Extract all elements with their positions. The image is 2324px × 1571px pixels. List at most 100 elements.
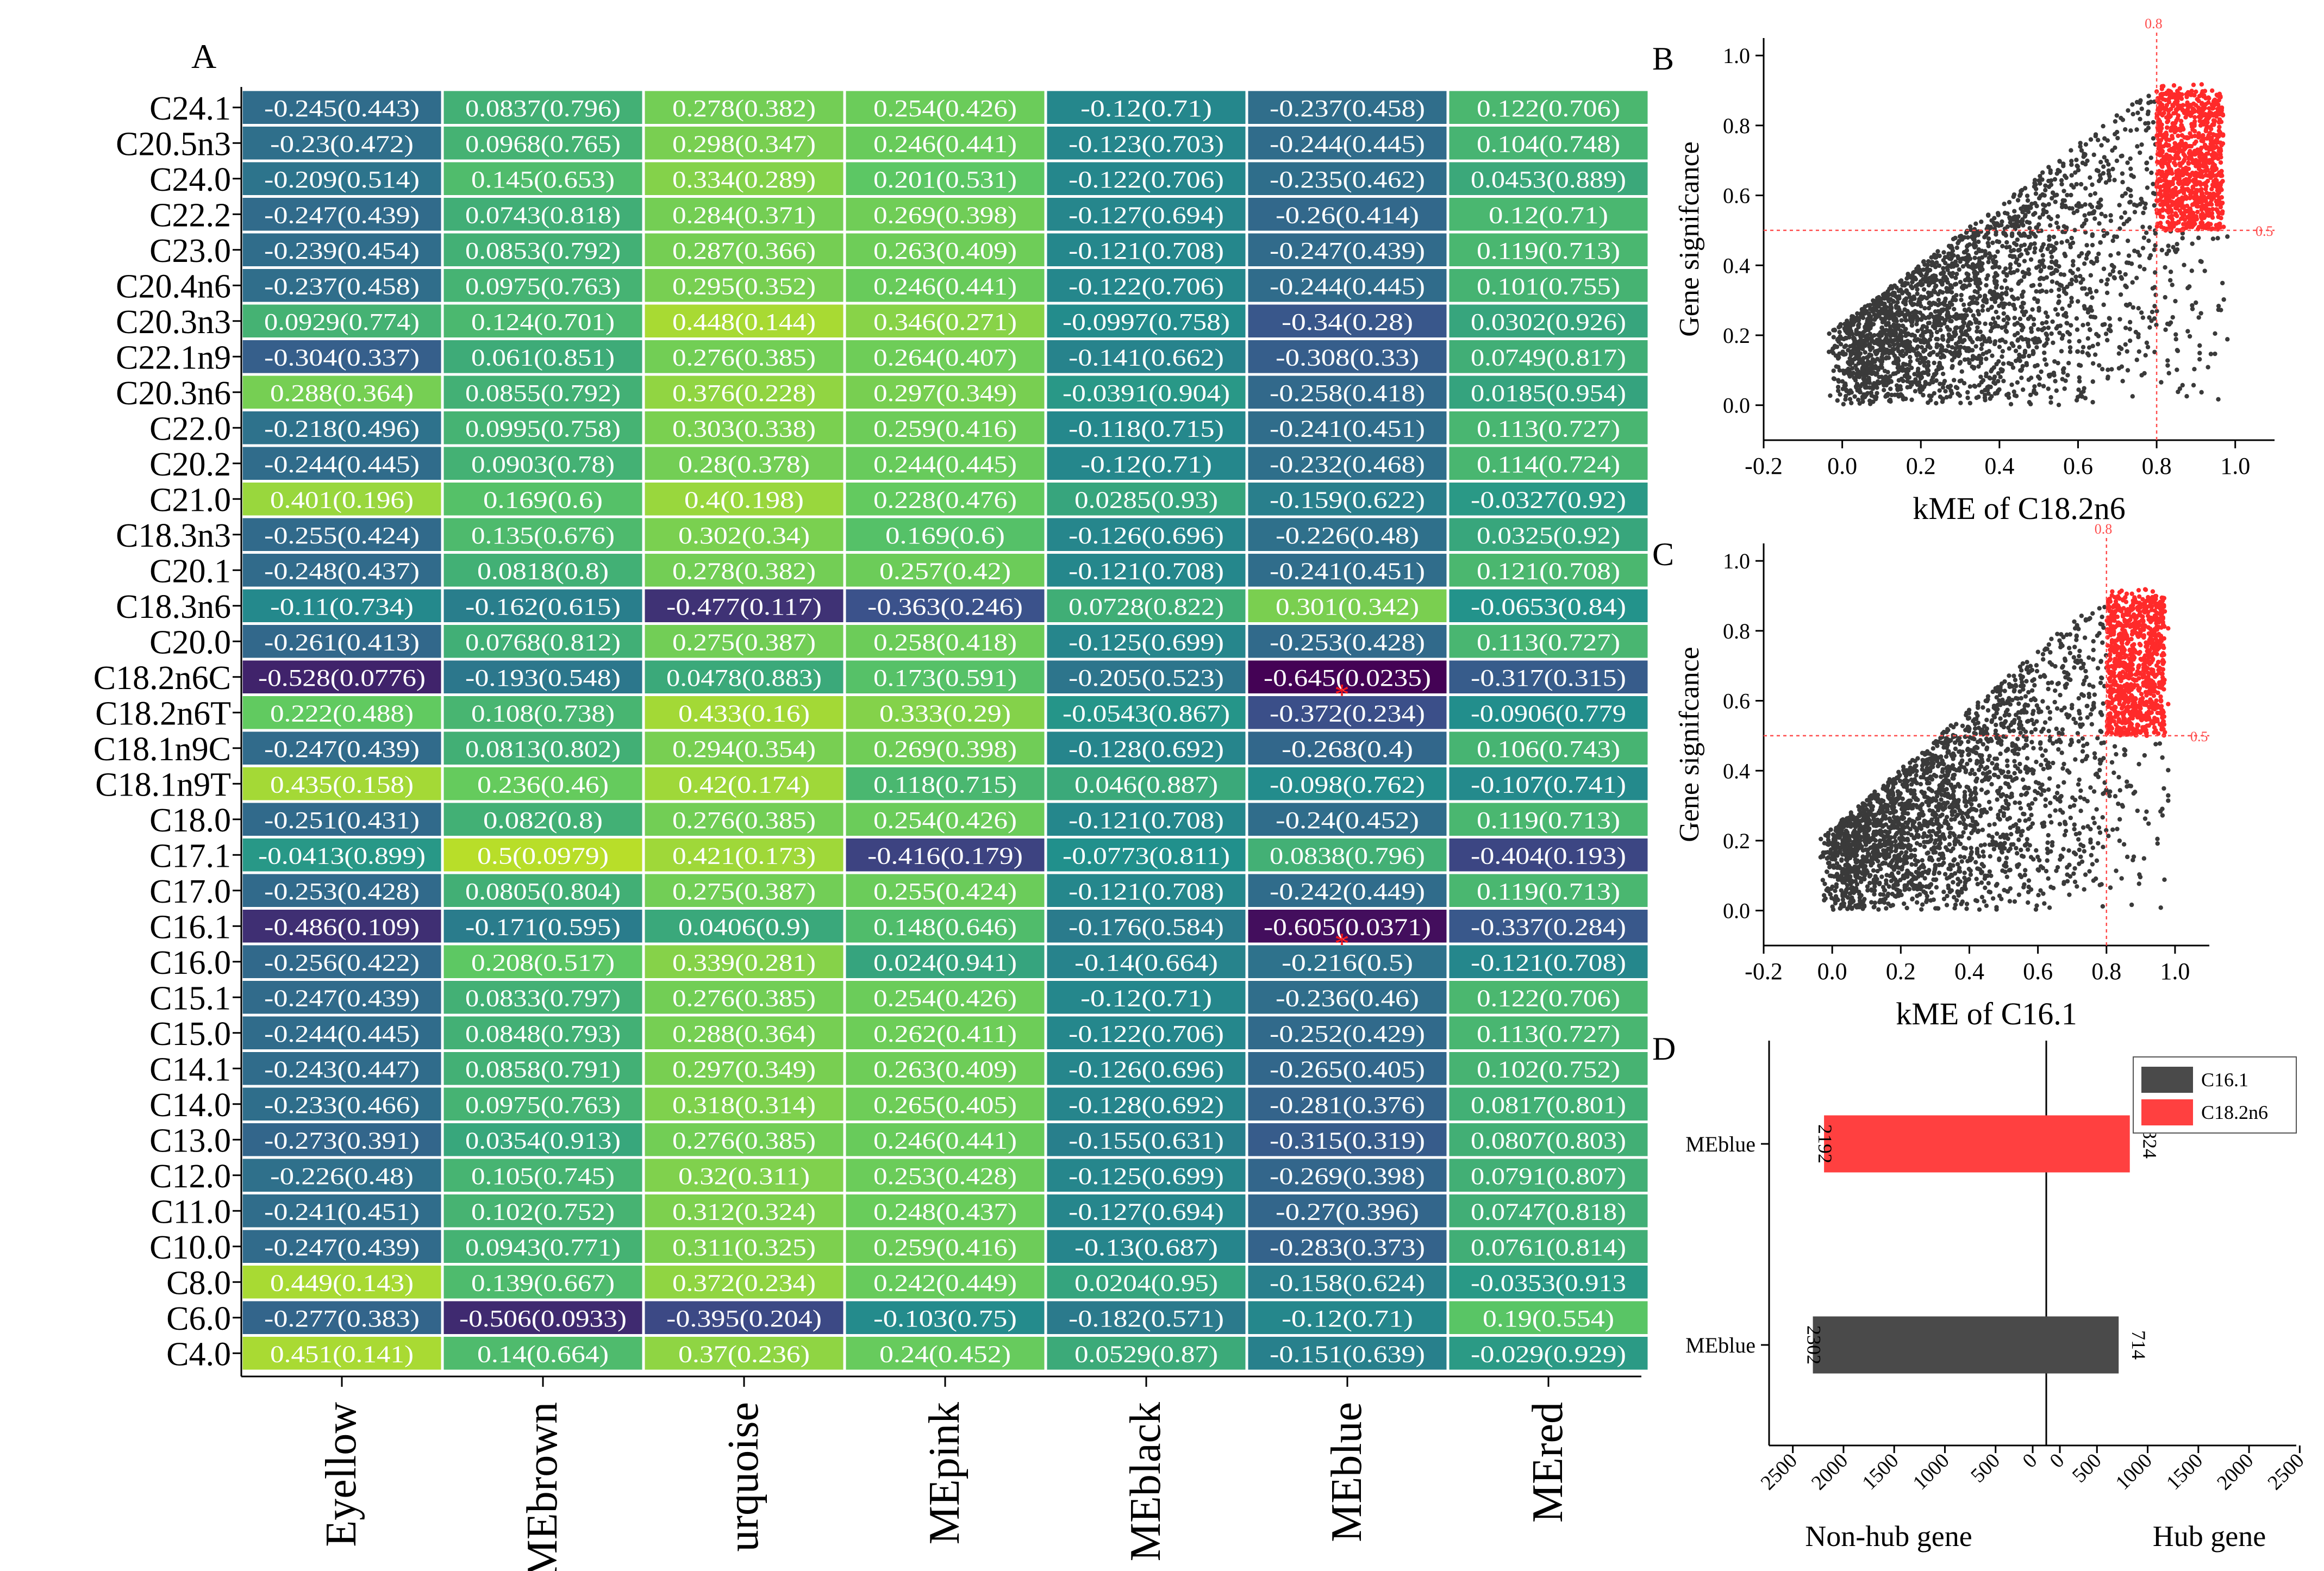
heatmap-cell-value: 0.297(0.349) [672,1056,816,1082]
hub-gene-point [2171,83,2177,88]
gene-point [1865,354,1871,360]
gene-point [1924,272,1929,277]
scatter-panel-b: B 0.80.5-0.2 0.0 0.2 0.4 0.6 0.8 1.00.00.20.40… [1652,16,2275,526]
heatmap-cell [1449,981,1648,1014]
heatmap-cell [846,447,1045,480]
heatmap-cell [1449,1123,1648,1156]
gene-point [1939,797,1944,802]
gene-point [1831,350,1836,355]
hub-gene-point [2197,180,2202,185]
gene-point [2166,243,2171,248]
heatmap-cell-value: 0.0761(0.814) [1471,1234,1626,1261]
gene-point [2152,270,2158,275]
gene-point [1835,337,1840,342]
heatmap-cell [1449,1301,1648,1334]
gene-point [1984,747,1989,752]
gene-point [1951,236,1956,242]
heatmap-cell [846,198,1045,231]
gene-point [1945,876,1950,881]
gene-point [2053,808,2058,813]
gene-point [1894,383,1900,388]
gene-point [2074,633,2079,639]
gene-point [1942,379,1947,384]
heatmap-cell-value: 0.294(0.354) [672,736,816,762]
gene-point [1941,266,1946,271]
gene-point [2158,905,2163,910]
gene-point [2139,107,2144,111]
gene-point [1918,376,1923,381]
heatmap-row-label: C18.1n9T [95,766,231,803]
gene-point [2138,150,2142,155]
gene-point [2039,267,2044,273]
heatmap-cell-value: -0.118(0.715) [1069,415,1224,442]
gene-point [2016,837,2021,842]
heatmap-cell-value: 0.139(0.667) [471,1269,615,1296]
gene-point [2168,320,2173,325]
gene-point [2150,309,2155,315]
heatmap-cell [1449,1016,1648,1049]
heatmap-cell [1248,198,1447,231]
gene-point [1860,381,1865,387]
gene-point [1857,390,1863,395]
hub-gene-point [2197,154,2202,159]
hub-gene-point [2158,208,2163,213]
hub-gene-point [2218,140,2223,145]
gene-point [2118,292,2123,297]
heatmap-cell-value: -0.126(0.696) [1069,522,1224,549]
gene-point [2114,158,2120,164]
gene-point [1831,368,1836,373]
hub-gene-point [2161,155,2166,160]
heatmap-cell-value: 0.255(0.424) [873,878,1017,905]
heatmap-row-label: C20.3n6 [116,375,231,412]
gene-point [1835,385,1841,390]
gene-point [1920,333,1925,339]
heatmap-cell-value: -0.0906(0.779 [1471,700,1626,727]
gene-point [2092,692,2097,697]
gene-point [2065,239,2070,243]
heatmap-cell [242,304,441,337]
hub-gene-point [2172,141,2177,146]
gene-point [2140,315,2146,320]
gene-point [1922,306,1927,311]
heatmap-cell-value: -0.0653(0.84) [1471,593,1626,620]
gene-point [2051,248,2056,253]
gene-point [1872,900,1878,905]
gene-point [1936,297,1941,303]
gene-point [1869,393,1874,398]
gene-point [2148,253,2153,258]
heatmap-cell [242,767,441,800]
heatmap-cell-value: 0.275(0.387) [672,629,816,655]
gene-point [2046,386,2051,391]
heatmap-cell [1449,1087,1648,1121]
gene-point [2012,315,2017,321]
heatmap-cell [1047,1052,1246,1085]
heatmap-cell [1449,269,1648,302]
heatmap-cell-value: 0.259(0.416) [873,415,1017,442]
gene-point [1900,290,1905,295]
gene-point [2027,226,2032,231]
gene-point [1954,272,1959,277]
heatmap-cell-value: 0.263(0.409) [873,1056,1017,1082]
heatmap-cell-value: -0.477(0.117) [666,593,822,620]
gene-point [1953,746,1958,752]
gene-point [1985,307,1991,312]
heatmap-cell-value: -0.237(0.458) [1270,95,1425,122]
gene-point [1911,348,1916,353]
gene-point [2090,295,2095,300]
heatmap-cell-value: 0.0855(0.792) [465,380,621,406]
gene-point [1961,320,1966,324]
heatmap-cell-value: -0.255(0.424) [264,522,420,549]
gene-point [2045,246,2050,252]
gene-point [2173,298,2178,304]
gene-point [1988,339,1993,344]
hub-gene-point [2186,156,2191,161]
gene-point [1928,398,1933,403]
gene-point [1973,344,1978,349]
gene-point [2062,173,2067,178]
gene-point [1989,304,1994,310]
heatmap-cell [645,660,844,693]
heatmap-cell-value: -0.121(0.708) [1069,237,1224,264]
gene-point [1856,361,1861,366]
gene-point [1838,392,1842,397]
gene-point [2002,210,2008,216]
